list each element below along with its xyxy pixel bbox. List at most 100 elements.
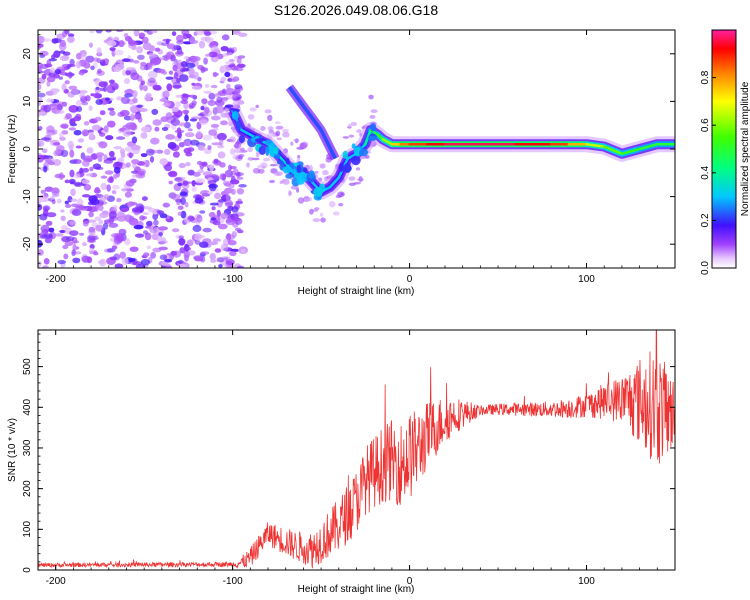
noise-blob <box>121 188 128 192</box>
noise-blob <box>211 142 222 146</box>
noise-blob <box>178 235 184 239</box>
transition-blob <box>350 121 357 127</box>
noise-blob <box>83 121 90 126</box>
noise-blob <box>43 165 48 173</box>
noise-blob <box>38 203 43 211</box>
noise-blob <box>188 94 197 98</box>
noise-blob <box>159 213 168 219</box>
noise-blob <box>152 119 162 126</box>
noise-blob <box>189 139 200 146</box>
noise-blob <box>212 238 221 242</box>
noise-blob <box>139 64 147 71</box>
noise-blob <box>89 131 94 139</box>
noise-blob <box>140 258 150 266</box>
noise-blob <box>186 239 194 247</box>
noise-blob <box>53 50 61 58</box>
noise-blob <box>202 134 212 141</box>
noise-blob <box>73 129 82 136</box>
noise-blob <box>154 126 160 132</box>
noise-blob <box>68 105 79 113</box>
noise-blob <box>200 105 205 111</box>
noise-blob <box>42 38 52 42</box>
noise-blob <box>89 166 94 172</box>
noise-blob <box>91 124 101 131</box>
ridge-blob <box>358 148 369 157</box>
noise-blob <box>135 264 146 268</box>
noise-blob <box>178 142 185 148</box>
noise-blob <box>158 226 169 231</box>
noise-blob <box>191 100 197 106</box>
noise-blob <box>135 172 146 179</box>
noise-blob <box>56 198 62 204</box>
noise-blob <box>108 211 117 219</box>
noise-blob <box>234 84 243 90</box>
noise-blob <box>106 85 113 93</box>
x-tick-label: -100 <box>223 576 243 587</box>
noise-blob <box>79 232 85 236</box>
noise-blob <box>106 40 117 47</box>
noise-blob <box>89 30 95 34</box>
noise-blob <box>125 188 134 192</box>
snr-series-line <box>38 330 675 569</box>
noise-blob <box>90 65 95 71</box>
noise-blob <box>199 241 209 248</box>
noise-blob <box>170 118 180 127</box>
noise-blob <box>48 58 57 62</box>
noise-blob <box>123 78 131 85</box>
noise-blob <box>54 69 61 75</box>
transition-blob <box>252 167 261 174</box>
ridge-blob <box>313 187 323 198</box>
noise-blob <box>64 80 70 85</box>
noise-blob <box>213 158 219 164</box>
noise-blob <box>100 182 108 190</box>
colorbar-tick-label: 0.2 <box>700 213 711 227</box>
noise-blob <box>89 42 93 48</box>
noise-blob <box>179 74 189 82</box>
noise-blob <box>155 210 165 215</box>
noise-blob <box>76 106 83 112</box>
noise-blob <box>147 77 156 83</box>
noise-blob <box>209 202 219 206</box>
noise-blob <box>192 224 202 233</box>
noise-blob <box>61 30 68 38</box>
noise-blob <box>177 211 183 216</box>
noise-blob <box>41 73 47 80</box>
noise-blob <box>152 247 162 253</box>
noise-blob <box>159 254 168 260</box>
noise-blob <box>197 113 205 117</box>
transition-blob <box>255 104 259 109</box>
y-tick-label: 0 <box>22 567 33 573</box>
noise-blob <box>229 179 240 185</box>
noise-blob <box>64 179 70 184</box>
transition-blob <box>233 93 241 98</box>
noise-blob <box>210 84 218 89</box>
noise-blob <box>203 90 212 94</box>
noise-blob <box>116 210 125 217</box>
noise-blob <box>49 103 57 111</box>
noise-blob <box>220 243 229 252</box>
noise-blob <box>115 30 124 33</box>
noise-blob <box>146 220 153 227</box>
noise-blob <box>94 216 102 221</box>
noise-blob <box>230 78 236 83</box>
noise-blob <box>221 173 226 182</box>
noise-blob <box>165 76 174 80</box>
colorbar-gradient <box>711 29 737 269</box>
transition-blob <box>232 97 239 102</box>
noise-blob <box>175 50 184 57</box>
noise-blob <box>83 62 91 69</box>
noise-blob <box>224 187 233 194</box>
noise-blob <box>56 145 65 152</box>
noise-blob <box>88 105 93 111</box>
noise-blob <box>207 145 212 150</box>
noise-blob <box>51 192 60 198</box>
noise-blob <box>220 120 228 126</box>
noise-blob <box>99 132 106 137</box>
noise-blob <box>168 70 174 75</box>
noise-blob <box>220 46 229 52</box>
noise-blob <box>53 150 59 157</box>
noise-blob <box>111 190 117 195</box>
noise-blob <box>125 180 135 187</box>
noise-blob <box>54 233 64 237</box>
